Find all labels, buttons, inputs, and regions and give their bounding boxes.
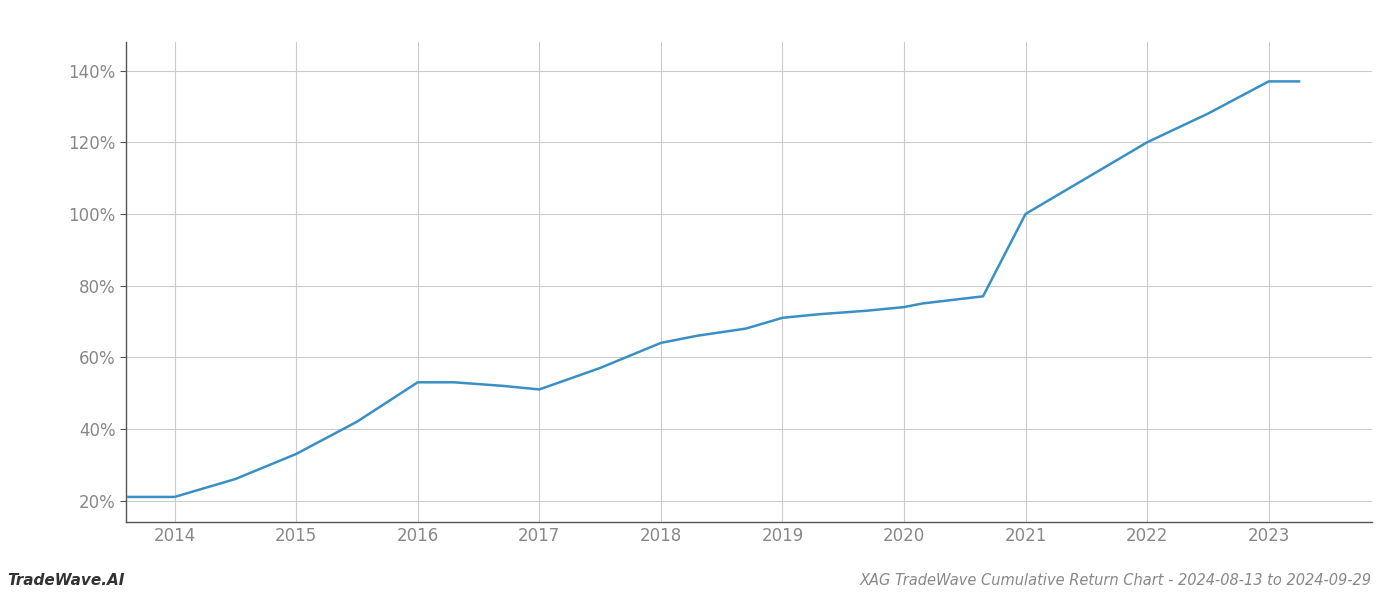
Text: XAG TradeWave Cumulative Return Chart - 2024-08-13 to 2024-09-29: XAG TradeWave Cumulative Return Chart - …	[860, 573, 1372, 588]
Text: TradeWave.AI: TradeWave.AI	[7, 573, 125, 588]
